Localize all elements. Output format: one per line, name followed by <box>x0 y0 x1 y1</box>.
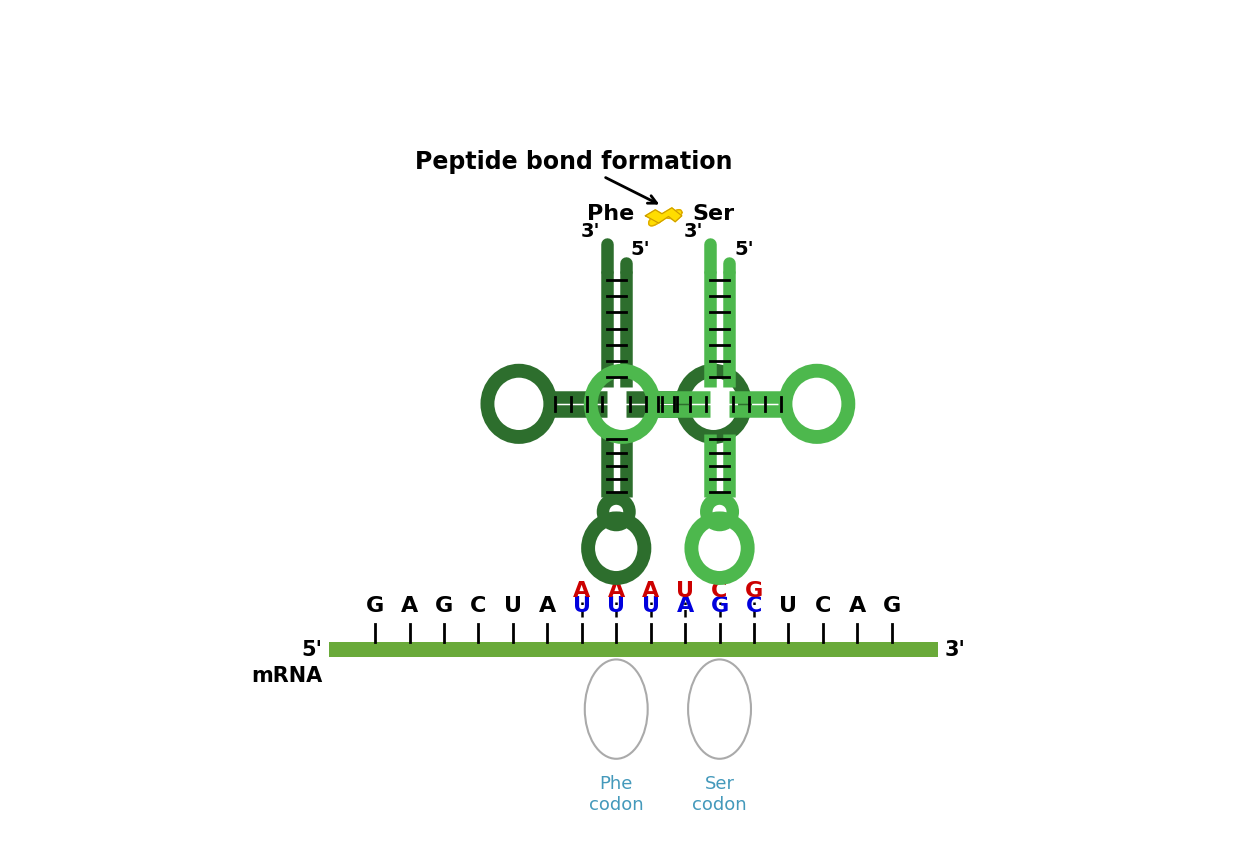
Text: C: C <box>745 596 763 616</box>
Text: 3': 3' <box>581 222 601 241</box>
Text: U: U <box>572 596 591 616</box>
Polygon shape <box>645 208 682 223</box>
Text: Phe
codon: Phe codon <box>588 776 644 814</box>
Text: 3': 3' <box>685 222 703 241</box>
Text: 5': 5' <box>734 241 754 260</box>
Text: G: G <box>435 596 454 616</box>
Text: G: G <box>883 596 901 616</box>
Text: 3': 3' <box>944 640 965 660</box>
Text: A: A <box>676 596 693 616</box>
Bar <box>329 642 938 657</box>
Text: A: A <box>849 596 866 616</box>
Text: Phe: Phe <box>587 205 634 224</box>
Text: U: U <box>641 596 660 616</box>
Polygon shape <box>649 210 682 226</box>
Text: 5': 5' <box>630 241 650 260</box>
Text: Ser
codon: Ser codon <box>692 776 747 814</box>
Text: mRNA: mRNA <box>251 666 323 686</box>
Text: G: G <box>366 596 384 616</box>
Text: C: C <box>471 596 487 616</box>
Text: A: A <box>539 596 556 616</box>
Text: C: C <box>815 596 831 616</box>
Text: 5': 5' <box>302 640 323 660</box>
Text: Peptide bond formation: Peptide bond formation <box>415 150 733 203</box>
Text: Ser: Ser <box>692 205 734 224</box>
Text: G: G <box>711 596 729 616</box>
Text: U: U <box>676 580 695 600</box>
Text: G: G <box>745 580 763 600</box>
Text: A: A <box>574 580 591 600</box>
Text: U: U <box>504 596 522 616</box>
Text: A: A <box>641 580 659 600</box>
Text: U: U <box>780 596 797 616</box>
Text: U: U <box>607 596 625 616</box>
Text: A: A <box>400 596 418 616</box>
Text: A: A <box>608 580 625 600</box>
Text: C: C <box>712 580 728 600</box>
